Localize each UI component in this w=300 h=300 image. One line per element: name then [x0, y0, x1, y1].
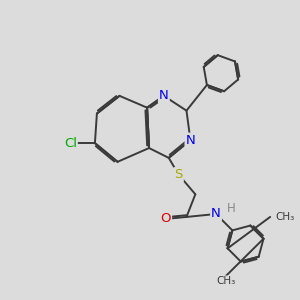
Text: S: S — [174, 168, 183, 181]
Text: CH₃: CH₃ — [275, 212, 295, 222]
Text: O: O — [160, 212, 171, 225]
Text: N: N — [159, 89, 169, 102]
Text: CH₃: CH₃ — [216, 276, 236, 286]
Text: N: N — [211, 208, 221, 220]
Text: Cl: Cl — [64, 136, 77, 150]
Text: N: N — [185, 134, 195, 147]
Text: H: H — [226, 202, 235, 214]
